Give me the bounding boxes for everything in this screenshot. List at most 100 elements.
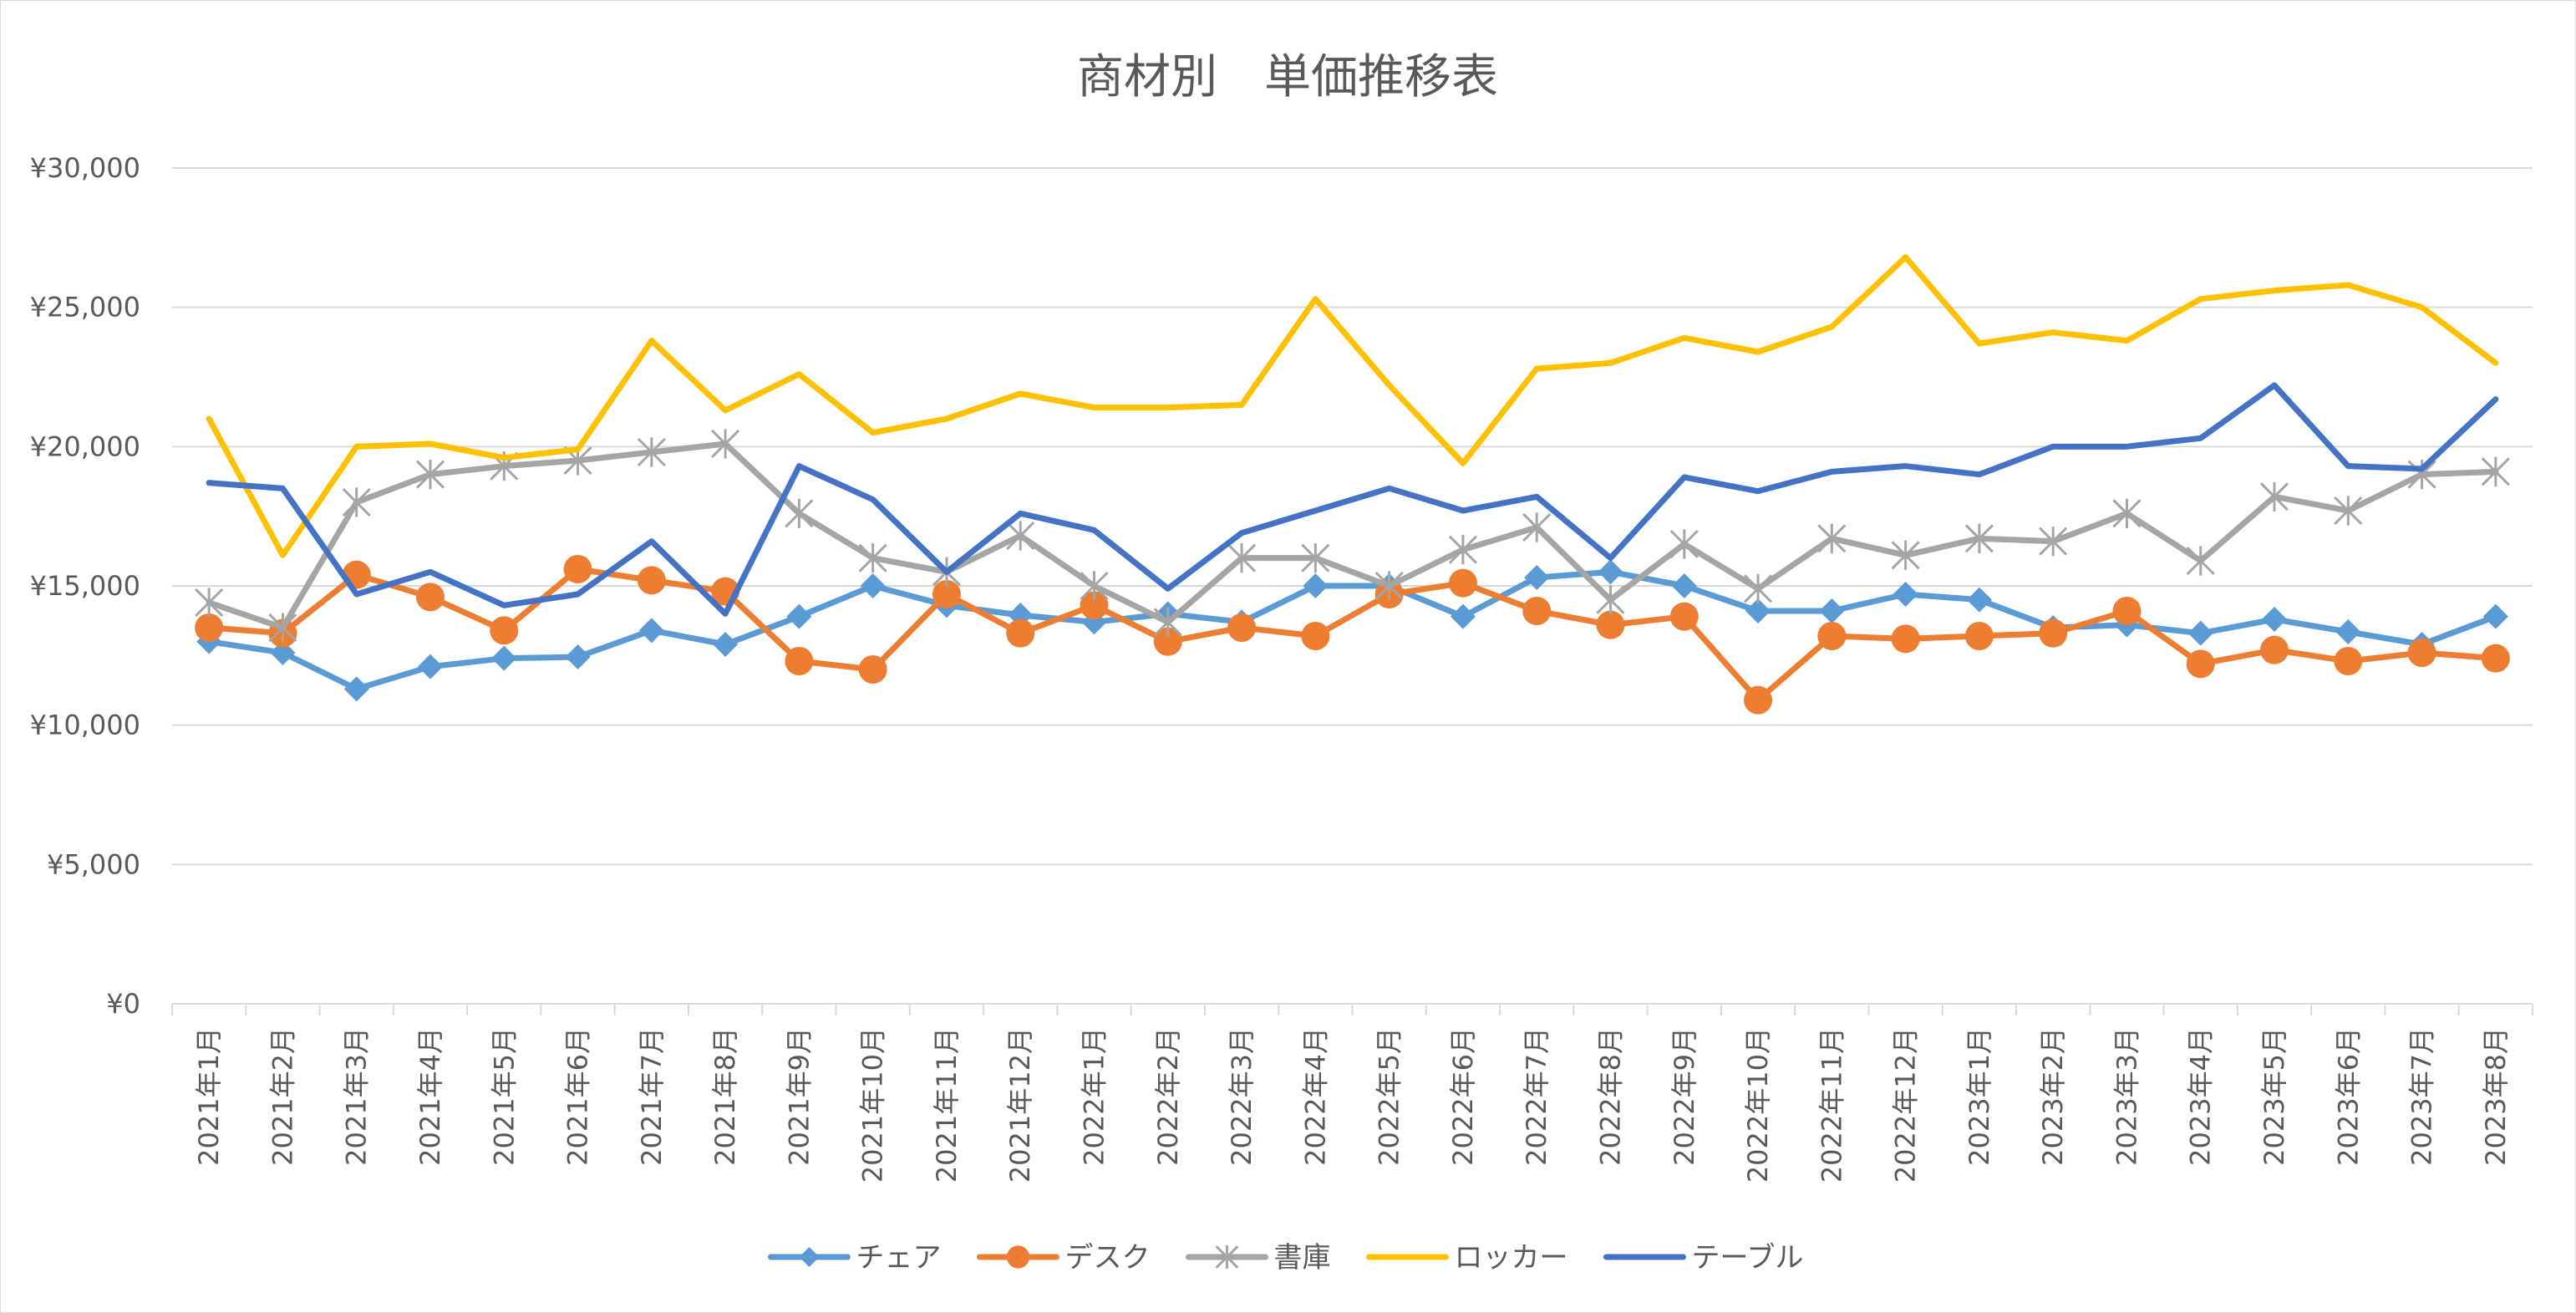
x-tick-label: 2021年12月 xyxy=(1004,1027,1036,1183)
series-4 xyxy=(206,254,2499,558)
data-point-star xyxy=(2186,546,2215,576)
data-point-circle xyxy=(1153,627,1182,656)
data-point-star xyxy=(1669,529,1699,559)
x-tick-label: 2023年7月 xyxy=(2406,1027,2438,1166)
data-point-star xyxy=(1301,543,1330,573)
data-point-diamond xyxy=(1893,582,1918,607)
data-point-star xyxy=(1522,512,1552,542)
data-point-circle xyxy=(415,583,445,612)
series-line xyxy=(206,254,2499,558)
x-tick-label: 2022年8月 xyxy=(1594,1027,1626,1166)
data-point-circle xyxy=(1596,610,1625,639)
legend-label: ロッカー xyxy=(1455,1241,1568,1275)
data-point-circle xyxy=(1964,622,1994,650)
data-point-star xyxy=(1448,535,1477,565)
x-tick-label: 2022年5月 xyxy=(1374,1027,1405,1166)
x-tick-label: 2022年1月 xyxy=(1079,1027,1110,1166)
x-tick-label: 2023年3月 xyxy=(2111,1027,2142,1166)
data-point-star xyxy=(195,588,224,618)
data-point-circle xyxy=(2407,639,2436,667)
x-tick-label: 2022年9月 xyxy=(1669,1027,1700,1166)
data-point-circle xyxy=(1080,591,1109,620)
data-point-circle xyxy=(2481,644,2510,673)
data-point-star xyxy=(1080,571,1109,601)
x-tick-label: 2021年11月 xyxy=(931,1027,963,1183)
data-point-star xyxy=(1964,523,1994,553)
data-point-circle xyxy=(1006,618,1035,648)
data-point-star xyxy=(1374,571,1404,601)
data-point-diamond xyxy=(491,645,517,671)
x-tick-label: 2023年6月 xyxy=(2332,1027,2364,1166)
data-point-star xyxy=(415,460,445,490)
series-5 xyxy=(206,382,2499,617)
series-3 xyxy=(195,429,2510,643)
legend-label: 書庫 xyxy=(1274,1241,1331,1275)
legend-item: 書庫 xyxy=(1186,1241,1331,1275)
data-point-diamond xyxy=(565,644,591,669)
data-point-star xyxy=(1891,540,1920,570)
x-tick-label: 2022年12月 xyxy=(1890,1027,1922,1183)
x-tick-label: 2021年5月 xyxy=(488,1027,520,1166)
data-point-star xyxy=(785,498,814,528)
data-point-circle xyxy=(1744,685,1773,715)
data-point-diamond xyxy=(1745,598,1771,623)
data-point-circle xyxy=(2112,597,2142,625)
legend-item: チェア xyxy=(768,1241,942,1275)
x-tick-label: 2023年4月 xyxy=(2185,1027,2217,1166)
data-point-diamond xyxy=(2262,607,2288,632)
data-point-diamond xyxy=(2482,603,2508,629)
data-point-circle xyxy=(563,555,592,583)
data-point-diamond xyxy=(417,654,443,679)
data-point-circle xyxy=(1817,622,1847,650)
series-1 xyxy=(196,559,2508,702)
y-tick-label: ¥0 xyxy=(106,988,140,1020)
x-tick-label: 2022年2月 xyxy=(1152,1027,1184,1166)
x-tick-label: 2022年3月 xyxy=(1226,1027,1258,1166)
data-point-star xyxy=(1006,521,1035,551)
x-tick-label: 2023年2月 xyxy=(2037,1027,2069,1166)
data-point-diamond xyxy=(1524,565,1550,590)
y-tick-label: ¥5,000 xyxy=(47,848,140,880)
data-point-circle xyxy=(2260,635,2289,664)
legend: チェア デスク 書庫 ロッカー テーブル xyxy=(768,1241,1803,1275)
data-point-star xyxy=(2039,527,2068,557)
x-tick-label: 2021年9月 xyxy=(783,1027,815,1166)
series-line xyxy=(206,382,2499,617)
x-tick-label: 2021年8月 xyxy=(709,1027,741,1166)
data-point-circle xyxy=(785,647,814,675)
legend-item: デスク xyxy=(977,1241,1151,1275)
data-point-circle xyxy=(1301,622,1330,650)
chart-title: 商材別 単価推移表 xyxy=(1077,50,1498,104)
data-point-circle xyxy=(1891,624,1920,654)
data-point-star xyxy=(637,437,666,467)
data-point-star xyxy=(342,487,371,517)
data-point-diamond xyxy=(1598,559,1623,585)
data-point-diamond xyxy=(2335,619,2361,644)
series-line xyxy=(206,568,2499,692)
y-tick-label: ¥10,000 xyxy=(30,710,140,741)
data-point-diamond xyxy=(860,573,886,598)
data-point-circle xyxy=(2186,649,2215,679)
x-tick-label: 2022年11月 xyxy=(1816,1027,1847,1183)
data-point-diamond xyxy=(786,603,812,629)
legend-label: チェア xyxy=(856,1241,942,1275)
data-point-diamond xyxy=(1450,603,1476,629)
data-point-circle xyxy=(1669,602,1699,631)
data-point-star xyxy=(1743,573,1773,603)
data-point-circle xyxy=(2039,618,2068,648)
x-tick-label: 2022年6月 xyxy=(1447,1027,1479,1166)
data-point-circle xyxy=(1227,613,1257,642)
y-tick-label: ¥25,000 xyxy=(30,292,140,323)
series-2 xyxy=(195,555,2510,715)
data-point-star xyxy=(1227,543,1257,573)
data-point-star xyxy=(1817,523,1847,553)
data-point-diamond xyxy=(1966,587,1992,613)
data-point-diamond xyxy=(1819,598,1845,623)
data-point-circle xyxy=(1006,1245,1030,1269)
data-point-star xyxy=(2407,460,2436,490)
legend-item: ロッカー xyxy=(1366,1241,1568,1275)
legend-item: テーブル xyxy=(1603,1241,1803,1275)
data-point-star xyxy=(2334,496,2363,526)
data-point-circle xyxy=(2334,647,2363,675)
